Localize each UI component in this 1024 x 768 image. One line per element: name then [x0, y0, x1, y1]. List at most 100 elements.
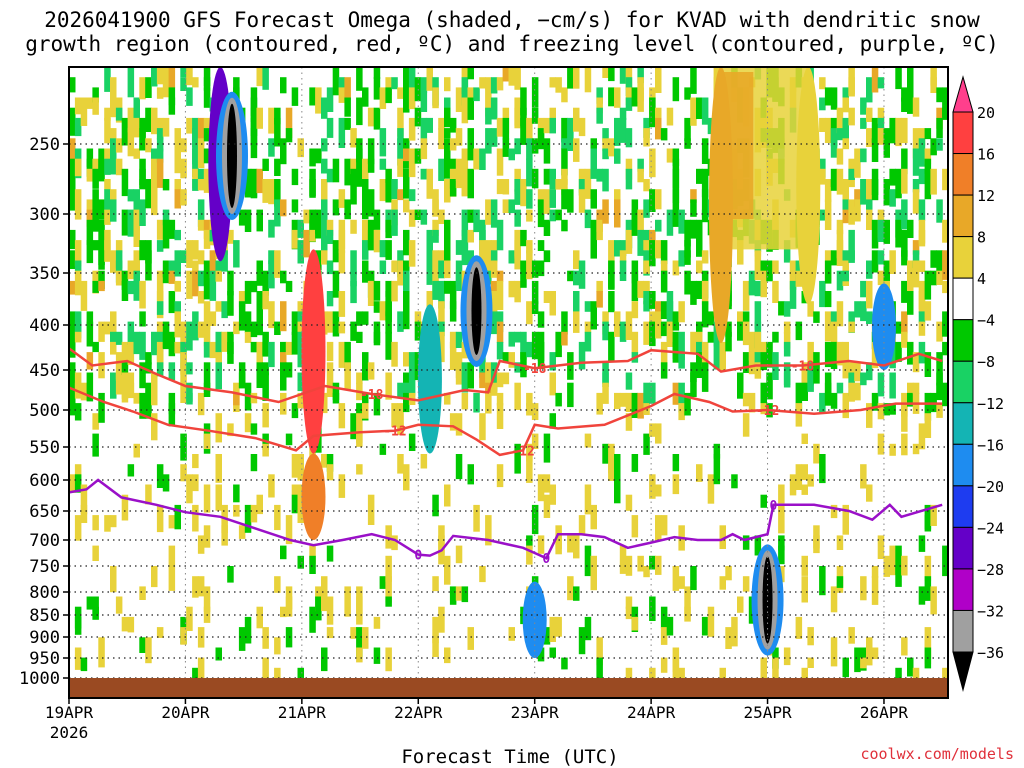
omega-cell [262, 158, 269, 171]
omega-cell [496, 219, 504, 251]
omega-cell [490, 291, 498, 315]
omega-cell [110, 97, 117, 118]
omega-cell [420, 77, 428, 93]
omega-cell [414, 311, 422, 323]
omega-cell [801, 382, 808, 401]
omega-cell [912, 189, 920, 214]
omega-cell [455, 128, 463, 146]
omega-cell [672, 260, 680, 276]
omega-cell [795, 464, 803, 490]
omega-cell [309, 555, 316, 574]
omega-cell [127, 616, 135, 633]
omega-cell [830, 586, 838, 613]
omega-cell [233, 321, 240, 335]
omega-cell [813, 352, 820, 369]
omega-cell [69, 107, 76, 136]
omega-cell [397, 189, 404, 201]
omega-cell [631, 270, 639, 302]
omega-cell [438, 128, 445, 150]
omega-cell [139, 280, 146, 309]
omega-cell [104, 107, 111, 121]
omega-cell [930, 270, 937, 286]
omega-cell [238, 291, 246, 308]
omega-cell [297, 494, 304, 523]
omega-cell [514, 382, 521, 410]
omega-cell [848, 107, 855, 126]
omega-cell [824, 179, 832, 203]
omega-cell [567, 189, 574, 213]
omega-cell [139, 240, 146, 261]
omega-cell [250, 504, 258, 523]
omega-cell [625, 372, 633, 390]
omega-cell [584, 616, 592, 641]
omega-cell [344, 77, 351, 101]
omega-cell [543, 627, 551, 645]
omega-cell [590, 301, 597, 330]
omega-cell [373, 209, 381, 230]
omega-cell [918, 168, 926, 185]
omega-cell [690, 331, 697, 354]
omega-cell [321, 647, 328, 672]
omega-cell [98, 270, 105, 289]
omega-cell [660, 627, 668, 645]
omega-cell [356, 331, 363, 343]
y-tick-label: 550 [29, 438, 60, 458]
omega-cell [824, 209, 832, 221]
omega-cell [86, 97, 94, 109]
omega-cell [596, 168, 603, 182]
omega-cell [350, 168, 357, 180]
omega-cell [362, 240, 369, 260]
omega-cell [690, 67, 697, 94]
colorbar-top-arrow [952, 75, 974, 113]
omega-cell [74, 189, 82, 220]
omega-cell [326, 229, 334, 244]
omega-cell [526, 189, 533, 209]
omega-cell [291, 168, 299, 186]
omega-cell [866, 484, 873, 502]
omega-cell [836, 148, 844, 165]
omega-cell [907, 219, 914, 238]
omega-cell [426, 179, 433, 199]
omega-cell [420, 117, 428, 143]
omega-cell [180, 382, 187, 403]
omega-cell [936, 138, 943, 151]
omega-cell [455, 168, 463, 189]
omega-cell [262, 362, 269, 376]
omega-cell [98, 250, 105, 270]
omega-cell [449, 138, 457, 151]
omega-cell [192, 240, 199, 260]
omega-cell [373, 229, 381, 253]
omega-cell [614, 474, 621, 504]
omega-cell [344, 341, 351, 371]
omega-cell [461, 392, 469, 410]
x-tick-label: 25APR [743, 703, 792, 722]
omega-cell [907, 341, 914, 365]
omega-cell [326, 168, 334, 183]
omega-cell [209, 270, 217, 301]
omega-cell [192, 77, 199, 88]
omega-cell [836, 301, 844, 327]
omega-cell [74, 117, 82, 137]
omega-cell [367, 494, 375, 525]
omega-cell [824, 382, 832, 406]
omega-cell [397, 382, 404, 399]
omega-cell [192, 168, 199, 189]
omega-cell [760, 403, 767, 415]
omega-cell [690, 199, 697, 217]
omega-cell [297, 341, 304, 368]
omega-cell [690, 372, 697, 397]
omega-cell [490, 128, 498, 147]
omega-cell [701, 341, 709, 368]
dgz-contour-label: -18 [360, 388, 384, 403]
omega-cell [291, 199, 299, 213]
colorbar-label: −36 [977, 644, 1004, 662]
omega-cell [350, 219, 357, 234]
omega-cell [379, 443, 387, 455]
omega-cell [321, 229, 328, 258]
colorbar-swatch [952, 277, 974, 321]
omega-cell [860, 576, 867, 601]
omega-cell [104, 117, 111, 144]
omega-cell [866, 311, 873, 324]
omega-cell [690, 280, 697, 305]
omega-cell [877, 433, 885, 455]
